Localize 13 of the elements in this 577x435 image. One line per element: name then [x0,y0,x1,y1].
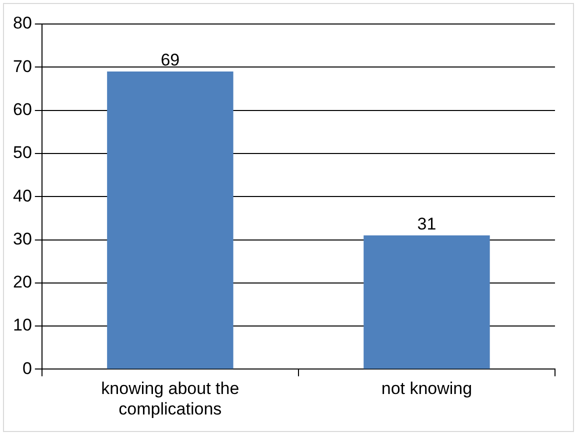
x-tick-label: not knowing [381,379,472,398]
y-tick-label: 70 [12,56,32,76]
y-tick-label: 20 [12,272,32,292]
y-tick-label: 0 [22,358,32,378]
y-tick-label: 40 [12,186,32,206]
y-tick-label: 50 [12,143,32,162]
y-tick-label: 10 [12,316,32,335]
y-tick-label: 80 [12,14,32,33]
data-label: 31 [417,214,436,234]
data-label: 69 [160,50,180,70]
y-tick-label: 30 [12,229,32,248]
x-tick-label: knowing about the complications [101,379,240,418]
y-tick-label: 60 [12,100,32,119]
